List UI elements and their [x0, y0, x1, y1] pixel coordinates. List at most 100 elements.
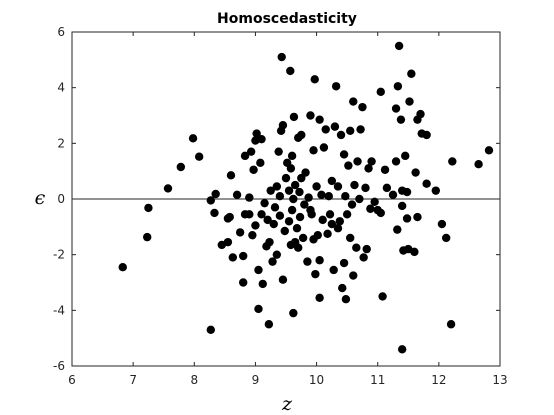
data-point: [378, 292, 387, 301]
y-tick-label: 6: [57, 25, 65, 39]
data-point: [257, 210, 266, 219]
data-point: [342, 210, 352, 219]
data-point: [240, 151, 250, 161]
data-point: [484, 146, 494, 155]
data-point: [352, 243, 361, 252]
data-point: [281, 173, 291, 183]
data-point: [188, 134, 198, 143]
data-point: [274, 147, 283, 156]
data-point: [286, 164, 296, 173]
y-tick-label: 2: [57, 136, 65, 150]
data-point: [321, 125, 330, 134]
data-point: [361, 183, 370, 193]
y-tick-label: -2: [53, 248, 65, 262]
data-point: [257, 134, 266, 144]
data-point: [265, 237, 274, 247]
data-point: [353, 157, 362, 166]
data-point: [309, 235, 318, 244]
data-point: [272, 182, 282, 191]
x-tick-label: 10: [309, 373, 324, 387]
data-point: [211, 189, 220, 199]
data-point: [289, 308, 298, 318]
data-point: [295, 187, 304, 197]
data-point: [210, 208, 219, 218]
data-point: [315, 256, 324, 265]
data-point: [311, 269, 320, 279]
data-point: [256, 158, 265, 168]
data-point: [333, 224, 343, 233]
y-axis: -6 -4 -2 0 2 4 6: [53, 25, 500, 373]
data-point: [391, 157, 401, 166]
data-point: [402, 214, 412, 223]
data-point: [269, 219, 278, 229]
data-point: [223, 214, 233, 223]
data-point: [350, 180, 359, 190]
data-point: [304, 193, 313, 202]
data-point: [228, 253, 238, 262]
data-point: [330, 122, 340, 131]
data-point: [226, 171, 236, 180]
data-points: [118, 41, 494, 354]
data-point: [289, 112, 299, 122]
data-point: [325, 210, 335, 219]
data-point: [323, 229, 332, 238]
data-point: [446, 320, 456, 329]
data-point: [358, 102, 367, 112]
data-point: [275, 211, 285, 220]
data-point: [346, 233, 355, 243]
data-point: [239, 278, 248, 287]
data-point: [441, 233, 451, 243]
data-point: [364, 164, 373, 173]
data-point: [333, 182, 343, 191]
data-point: [303, 257, 312, 266]
data-point: [373, 205, 382, 215]
data-point: [437, 219, 447, 229]
data-point: [339, 150, 349, 159]
data-point: [277, 52, 286, 62]
x-tick-label: 6: [68, 373, 76, 387]
data-point: [245, 193, 254, 202]
data-point: [246, 147, 256, 156]
x-tick-label: 12: [431, 373, 446, 387]
data-point: [264, 320, 274, 329]
data-point: [287, 205, 297, 215]
data-point: [284, 217, 294, 226]
data-point: [307, 210, 316, 219]
data-point: [319, 143, 329, 152]
data-point: [223, 237, 233, 247]
data-point: [347, 200, 357, 209]
data-point: [397, 345, 407, 354]
y-tick-label: 4: [57, 81, 65, 95]
data-point: [341, 295, 351, 304]
data-point: [280, 226, 289, 236]
data-point: [263, 215, 272, 225]
data-point: [290, 180, 300, 190]
data-point: [396, 115, 406, 124]
data-point: [295, 212, 305, 222]
data-point: [416, 109, 425, 119]
data-point: [254, 304, 263, 314]
data-point: [278, 275, 288, 284]
data-point: [335, 217, 345, 226]
data-point: [268, 257, 277, 266]
data-point: [176, 162, 186, 172]
data-point: [194, 152, 204, 161]
x-tick-label: 7: [129, 373, 137, 387]
data-point: [413, 212, 422, 222]
data-point: [346, 126, 355, 136]
data-point: [331, 82, 341, 91]
y-tick-label: -6: [53, 359, 65, 373]
data-point: [380, 165, 390, 174]
data-point: [310, 75, 319, 84]
data-point: [344, 161, 353, 170]
data-point: [206, 196, 215, 205]
data-point: [294, 243, 303, 252]
data-point: [362, 244, 371, 254]
data-point: [312, 182, 321, 191]
data-point: [266, 186, 275, 195]
data-point: [232, 190, 242, 200]
data-point: [258, 279, 267, 289]
data-point: [388, 190, 398, 200]
data-point: [391, 104, 401, 113]
data-point: [260, 198, 269, 208]
